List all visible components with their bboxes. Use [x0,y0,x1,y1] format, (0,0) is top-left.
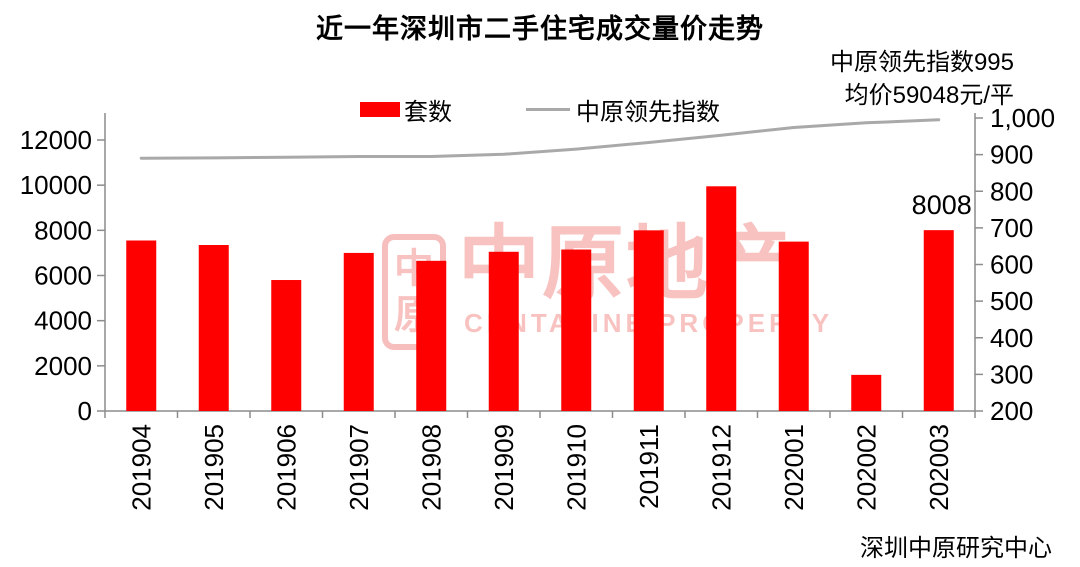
index-line [139,118,941,160]
right-axis-tick-label: 700 [990,213,1033,243]
chart-title: 近一年深圳市二手住宅成交量价走势 [316,14,764,44]
left-axis-tick-label: 12000 [20,125,92,155]
annotation-price: 均价59048元/平 [844,82,1014,109]
legend-label-bars: 套数 [404,99,452,126]
right-axis-tick-label: 300 [990,359,1033,389]
left-axis-tick-label: 10000 [20,170,92,200]
bar-201908 [416,260,447,411]
right-axis-tick-label: 800 [990,176,1033,206]
x-axis-category-label: 202002 [851,424,881,511]
left-axis-tick-label: 4000 [34,306,92,336]
bar-swatch-icon [360,102,400,117]
x-axis-category-label: 202003 [924,424,954,511]
left-axis-tick-label: 2000 [34,351,92,381]
legend-item-bars: 套数 [360,92,452,127]
x-axis-category-label: 201912 [706,424,736,511]
x-axis-category-label: 201909 [489,424,519,511]
bar-202001 [778,241,809,411]
x-axis-category-label: 201905 [199,424,229,511]
x-axis-category-label: 201906 [271,424,301,511]
bar-201907 [343,252,374,411]
right-axis-tick-label: 200 [990,396,1033,426]
x-axis-category-label: 201907 [344,424,374,511]
right-axis-tick-label: 900 [990,140,1033,170]
legend-item-line: 中原领先指数 [526,92,720,127]
x-axis-category-label: 202001 [779,424,809,511]
line-swatch-icon [526,108,570,111]
annotation-index: 中原领先指数995 [829,49,1014,76]
bar-201909 [488,251,519,411]
left-axis-tick-label: 8000 [34,215,92,245]
centaline-watermark: 中 原 中原地产 CENTALINE PROPERTY [382,224,833,350]
right-axis-tick-label: 400 [990,323,1033,353]
bar-201904 [126,240,157,411]
bar-202003 [923,230,954,411]
x-axis-category-label: 201904 [126,424,156,511]
bar-201910 [561,249,592,411]
right-axis-tick-label: 500 [990,286,1033,316]
source-credit: 深圳中原研究中心 [860,535,1052,562]
annotation-block: 中原领先指数995 均价59048元/平 [830,46,1014,112]
x-axis-category-label: 201911 [634,424,664,509]
bar-201911 [633,230,664,411]
legend: 套数 中原领先指数 [360,92,720,127]
left-axis-tick-label: 6000 [34,261,92,291]
bar-201912 [706,186,737,411]
bar-202002 [851,374,882,411]
x-axis-category-label: 201910 [561,424,591,511]
bar-value-label: 8008 [912,190,972,220]
x-axis-category-label: 201908 [416,424,446,511]
right-axis-tick-label: 1,000 [990,103,1055,133]
bar-201905 [198,245,229,411]
legend-label-line: 中原领先指数 [576,99,720,126]
left-axis-tick-label: 0 [78,396,92,426]
bar-201906 [271,280,302,411]
watermark-text: 中原地产 CENTALINE PROPERTY [458,224,833,339]
right-axis-tick-label: 600 [990,250,1033,280]
